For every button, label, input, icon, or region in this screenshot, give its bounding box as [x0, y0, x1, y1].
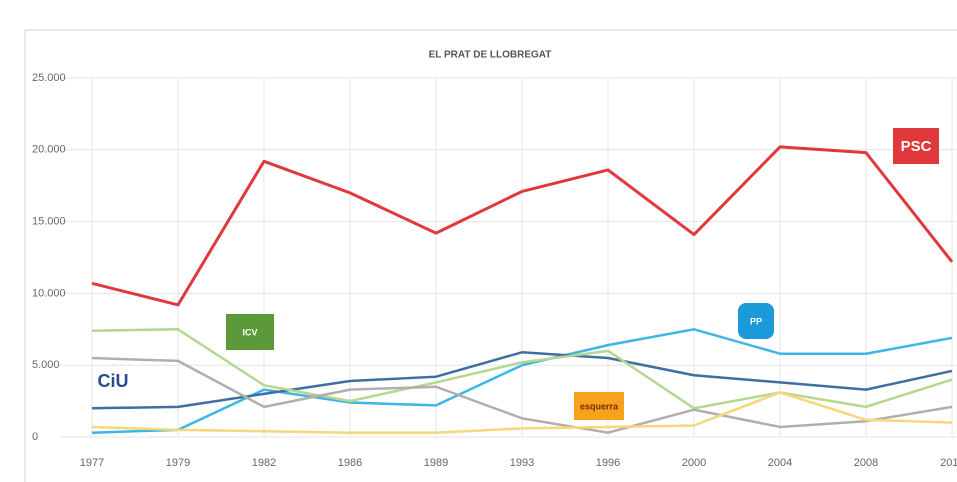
- series-line: [91, 351, 953, 410]
- x-tick-label: 1977: [80, 457, 104, 469]
- legend-logo: [574, 392, 624, 420]
- series-line: [91, 391, 953, 434]
- legend-label: ICV: [242, 327, 257, 337]
- series-line: [91, 328, 953, 434]
- y-tick-label: 15.000: [32, 216, 66, 228]
- series-line: [91, 145, 954, 307]
- x-tick-label: 2011: [940, 457, 957, 469]
- y-tick-label: 0: [32, 431, 38, 443]
- series-line: [91, 328, 953, 410]
- x-tick-label: 2000: [682, 457, 706, 469]
- chart-frame: [24, 29, 957, 482]
- legend-logo: [893, 128, 939, 164]
- legend-label: CiU: [98, 371, 129, 391]
- y-tick-label: 5.000: [32, 359, 60, 371]
- series-line: [91, 356, 953, 434]
- legend-logo: [738, 303, 774, 339]
- x-tick-label: 1989: [424, 457, 448, 469]
- x-tick-label: 1993: [510, 457, 534, 469]
- x-tick-label: 1979: [166, 457, 190, 469]
- legend-label: esquerra: [580, 401, 619, 411]
- legend-label: PSC: [901, 138, 932, 155]
- y-tick-label: 20.000: [32, 144, 66, 156]
- x-tick-label: 1996: [596, 457, 620, 469]
- x-tick-label: 2008: [854, 457, 878, 469]
- x-tick-label: 2004: [768, 457, 792, 469]
- chart-title: EL PRAT DE LLOBREGAT: [429, 50, 552, 61]
- x-tick-label: 1982: [252, 457, 276, 469]
- legend-logo: [226, 314, 274, 350]
- y-tick-label: 25.000: [32, 72, 66, 84]
- x-tick-label: 1986: [338, 457, 362, 469]
- y-tick-label: 10.000: [32, 287, 66, 299]
- legend-label: PP: [750, 316, 762, 326]
